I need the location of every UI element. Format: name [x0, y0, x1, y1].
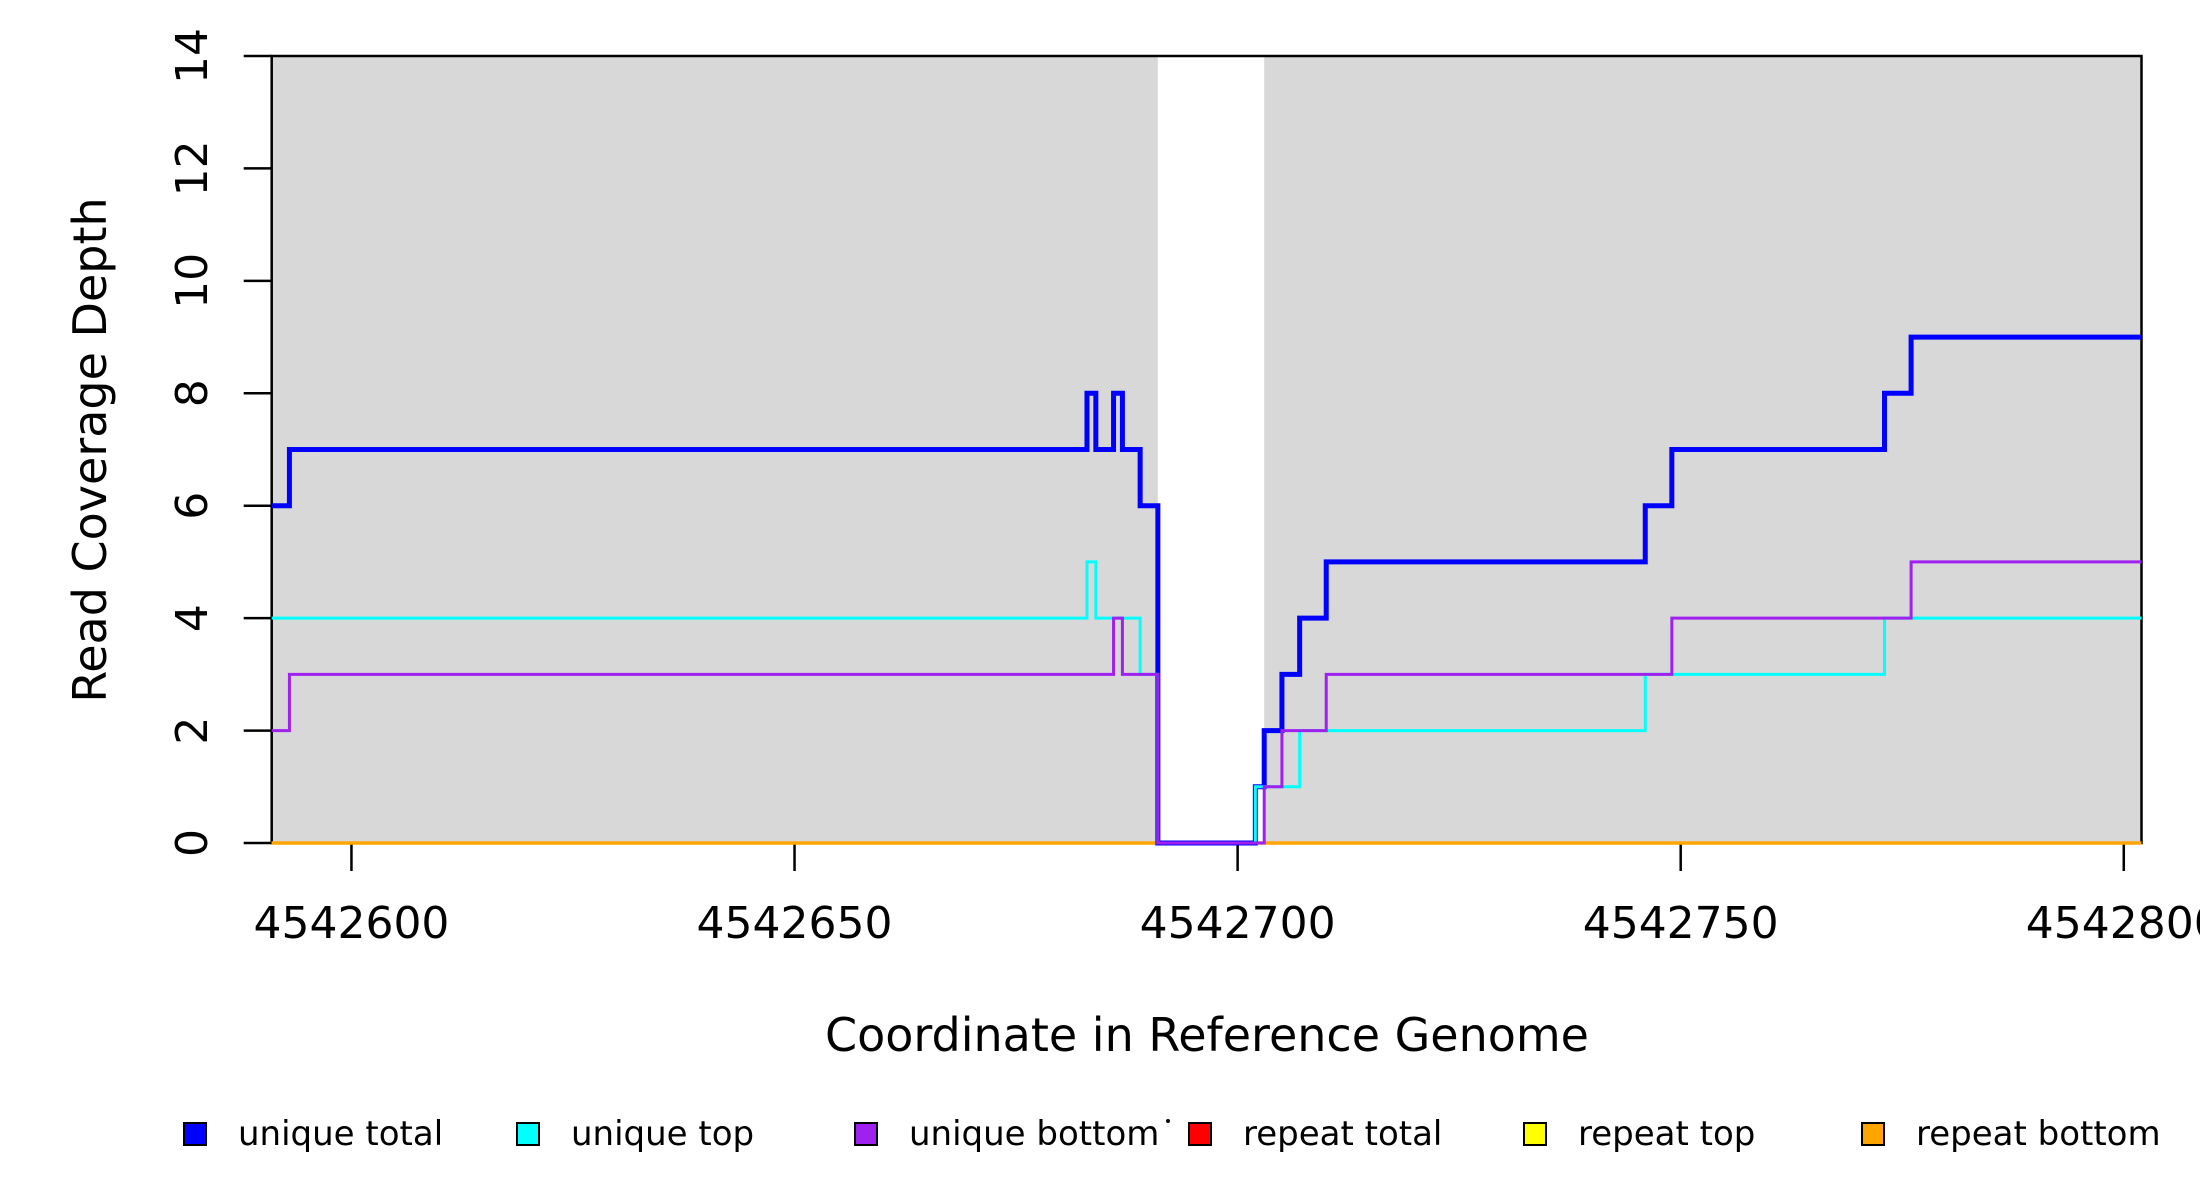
legend-label: repeat total: [1243, 1114, 1443, 1154]
legend-item-unique-bottom: unique bottom: [854, 1114, 1160, 1154]
legend-label: repeat top: [1578, 1114, 1756, 1154]
x-tick-label: 4542700: [1140, 898, 1336, 949]
legend-swatch-icon: [854, 1122, 878, 1146]
legend-swatch-icon: [183, 1122, 207, 1146]
legend-label: repeat bottom: [1916, 1114, 2161, 1154]
legend-label: unique total: [238, 1114, 444, 1154]
legend-item-repeat-total: repeat total: [1188, 1114, 1443, 1154]
y-axis-title: Read Coverage Depth: [63, 197, 117, 703]
legend-item-repeat-bottom: repeat bottom: [1861, 1114, 2161, 1154]
y-tick-label: 10: [167, 253, 218, 309]
coverage-gap-region: [1157, 56, 1265, 843]
y-tick-label: 6: [167, 492, 218, 520]
y-tick-label: 0: [167, 829, 218, 857]
y-tick-label: 2: [167, 717, 218, 745]
x-tick-label: 4542650: [697, 898, 893, 949]
x-tick-label: 4542600: [253, 898, 449, 949]
legend-swatch-icon: [1523, 1122, 1547, 1146]
y-tick-label: 12: [167, 140, 218, 196]
series-line-unique-bottom: [271, 560, 2142, 845]
legend-swatch-icon: [516, 1122, 540, 1146]
stray-dot-artifact: [1166, 1119, 1170, 1123]
legend-item-unique-top: unique top: [516, 1114, 755, 1154]
y-tick-label: 14: [167, 28, 218, 84]
y-tick-label: 4: [167, 604, 218, 632]
y-tick-label: 8: [167, 379, 218, 407]
legend-swatch-icon: [1188, 1122, 1212, 1146]
x-axis-title: Coordinate in Reference Genome: [825, 1008, 1589, 1062]
x-tick-label: 4542750: [1583, 898, 1779, 949]
legend-item-repeat-top: repeat top: [1523, 1114, 1756, 1154]
legend-label: unique bottom: [909, 1114, 1160, 1154]
legend-label: unique top: [571, 1114, 755, 1154]
legend-swatch-icon: [1861, 1122, 1885, 1146]
legend-item-unique-total: unique total: [183, 1114, 444, 1154]
